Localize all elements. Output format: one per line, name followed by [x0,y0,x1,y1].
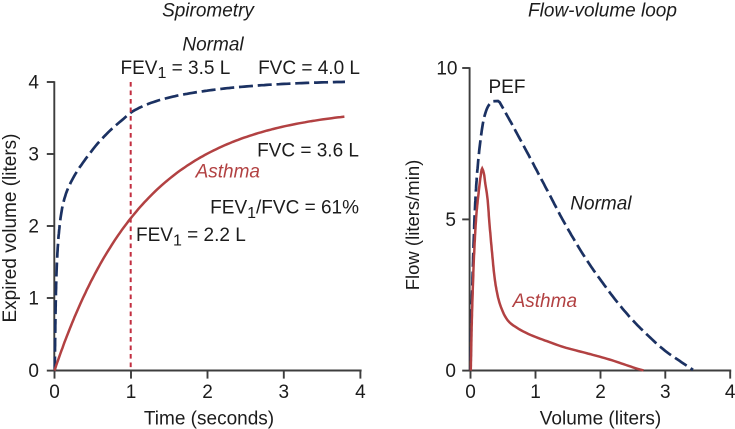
svg-text:Normal: Normal [182,35,244,56]
svg-text:3: 3 [660,382,671,403]
svg-text:FEV1 = 2.2 L: FEV1 = 2.2 L [136,225,246,249]
svg-text:0: 0 [49,382,60,403]
svg-text:FEV1 = 3.5 L: FEV1 = 3.5 L [121,58,231,82]
svg-text:1: 1 [530,382,541,403]
svg-text:4: 4 [725,382,735,403]
svg-text:Asthma: Asthma [512,291,577,312]
svg-text:Flow-volume loop: Flow-volume loop [528,1,677,22]
svg-text:3: 3 [28,145,39,166]
svg-text:4: 4 [355,382,366,403]
svg-text:Time (seconds): Time (seconds) [144,409,274,429]
svg-text:Spirometry: Spirometry [162,1,255,22]
svg-text:2: 2 [202,382,213,403]
svg-text:4: 4 [28,73,39,94]
svg-text:Volume (liters): Volume (liters) [540,409,661,429]
svg-text:Normal: Normal [570,194,632,215]
svg-text:0: 0 [465,382,476,403]
svg-text:2: 2 [28,217,39,238]
svg-text:FEV1/FVC = 61%: FEV1/FVC = 61% [210,198,359,222]
svg-text:2: 2 [595,382,606,403]
svg-text:FVC = 3.6 L: FVC = 3.6 L [257,140,359,161]
svg-text:0: 0 [445,361,456,382]
svg-text:1: 1 [126,382,137,403]
svg-text:Expired volume (liters): Expired volume (liters) [0,134,21,323]
svg-text:0: 0 [28,361,39,382]
svg-text:3: 3 [279,382,290,403]
svg-text:PEF: PEF [489,77,526,98]
svg-text:10: 10 [436,59,457,80]
svg-text:1: 1 [28,289,39,310]
svg-text:Flow (liters/min): Flow (liters/min) [402,160,423,291]
svg-text:FVC = 4.0 L: FVC = 4.0 L [258,58,360,79]
svg-text:Asthma: Asthma [195,162,260,183]
svg-text:5: 5 [445,210,456,231]
